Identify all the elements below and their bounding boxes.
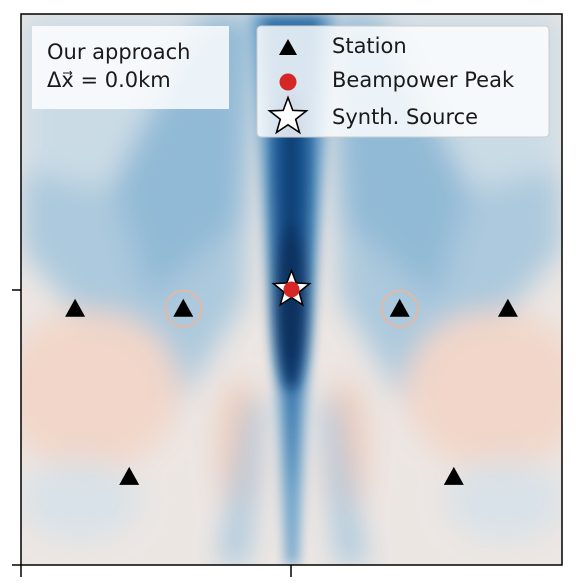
legend-label-station: Station	[332, 34, 407, 58]
station-marker	[389, 298, 410, 317]
legend: Station Beampower Peak Synth. Source	[256, 25, 550, 138]
station-marker	[443, 466, 464, 485]
station-marker	[119, 466, 140, 485]
legend-label-synth-source: Synth. Source	[332, 105, 478, 129]
legend-marker-synth-source	[267, 95, 309, 135]
station-marker	[65, 298, 86, 317]
data-marks	[65, 268, 518, 485]
legend-marker-station	[279, 39, 297, 55]
beampower-peak-marker	[283, 281, 300, 298]
station-marker	[497, 298, 518, 317]
station-marker	[173, 298, 194, 317]
legend-marker-beampower-peak	[279, 73, 297, 91]
station-halo	[380, 289, 419, 328]
station-halo	[164, 289, 203, 328]
annotation-line-2: Δx⃗ = 0.0km	[47, 68, 171, 92]
annotation-line-1: Our approach	[47, 40, 190, 64]
legend-label-beampower-peak: Beampower Peak	[332, 68, 515, 92]
annotation-box: Our approach Δx⃗ = 0.0km	[32, 26, 229, 109]
